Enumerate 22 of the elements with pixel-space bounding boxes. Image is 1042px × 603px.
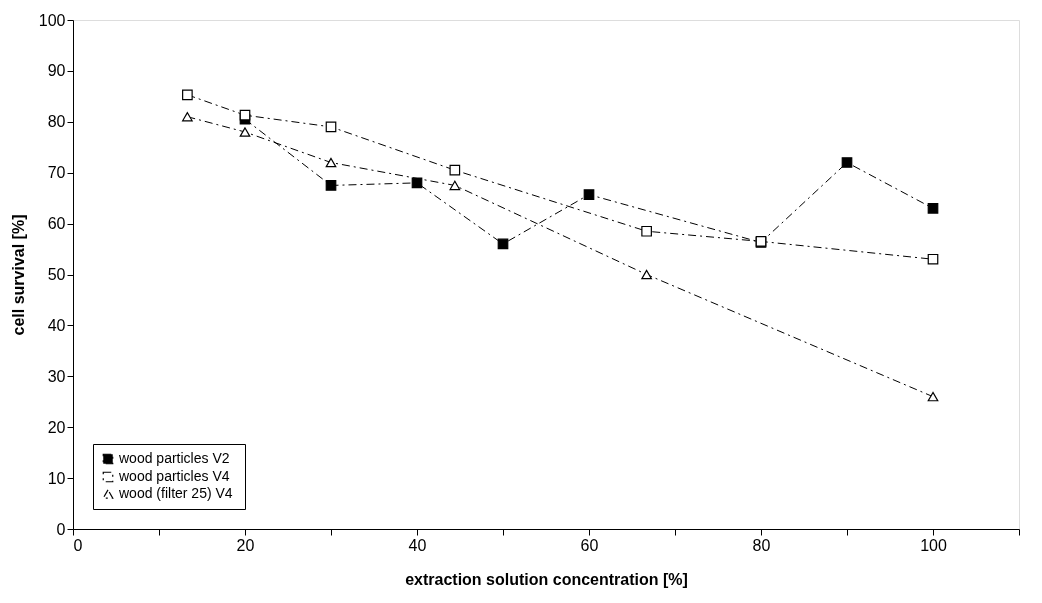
y-tick-label: 50	[47, 266, 66, 283]
y-tick-label: 0	[56, 520, 66, 538]
legend-label: wood (filter 25) V4	[118, 485, 233, 501]
y-tick-label: 100	[38, 11, 66, 29]
x-axis-title: extraction solution concentration [%]	[405, 570, 688, 588]
legend-label: wood particles V2	[118, 450, 230, 466]
y-tick-label: 30	[47, 367, 66, 385]
y-tick-label: 10	[47, 469, 66, 487]
y-axis-title: cell survival [%]	[9, 214, 27, 336]
x-tick-label: 0	[73, 536, 83, 554]
y-tick-label: 90	[47, 62, 66, 80]
x-tick-label: 100	[920, 536, 947, 554]
y-tick-label: 40	[47, 316, 66, 334]
x-tick-label: 40	[408, 536, 427, 554]
y-tick-label: 20	[47, 418, 66, 436]
x-tick-label: 60	[580, 536, 599, 554]
legend-label: wood particles V4	[118, 468, 230, 484]
x-tick-label: 80	[752, 536, 771, 554]
y-tick-label: 60	[47, 215, 66, 233]
y-tick-label: 80	[47, 113, 66, 131]
y-tick-label: 70	[47, 164, 66, 182]
x-tick-label: 20	[236, 536, 255, 554]
